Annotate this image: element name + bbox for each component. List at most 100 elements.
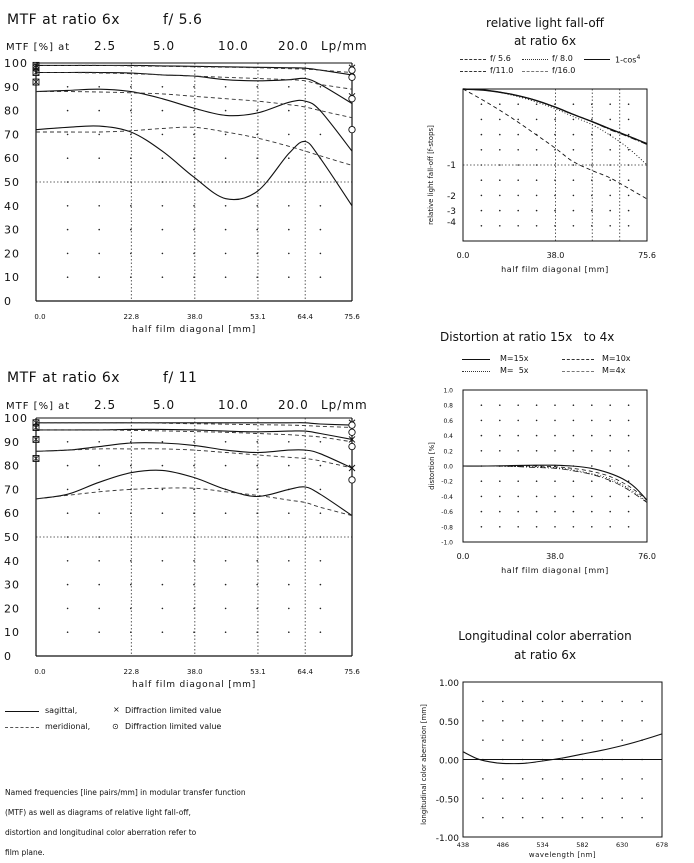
- distortion-grid-dot: [517, 434, 519, 437]
- mtf1-freq-0: 2.5: [94, 39, 117, 53]
- falloff-grid-dot: [572, 133, 575, 136]
- mtf-grid-dot: [288, 464, 290, 467]
- mtf-series-line: [35, 487, 353, 517]
- distortion-grid-dot: [572, 510, 575, 513]
- mtf2-title-text: MTF at ratio 6x: [7, 370, 121, 386]
- mtf-grid-dot: [193, 488, 195, 491]
- mtf-y-tick-label: 20: [4, 602, 20, 615]
- mtf2-freq-3: 20.0: [278, 398, 309, 412]
- mtf-series-line: [35, 126, 353, 166]
- diffraction-marker-o: [348, 428, 356, 436]
- distortion-grid-dot: [572, 434, 575, 437]
- mtf1-chart: 0 10 20 30 40 50 60 70 80 90 100 0.0 22.8 38.0 53.1 64.…: [4, 57, 360, 335]
- mtf-series-line: [35, 469, 353, 517]
- falloff-swatch-dashdot2: [522, 71, 548, 72]
- mtf-grid-dot: [288, 109, 290, 112]
- falloff-grid-dot: [609, 209, 611, 212]
- diffraction-marker-center: [32, 455, 40, 462]
- mtf-grid-dot: [66, 464, 69, 467]
- distortion-x-axis-label: half film diagonal [mm]: [501, 566, 609, 575]
- mtf-grid-dot: [319, 583, 322, 586]
- mtf-y-tick-label: 90: [4, 436, 20, 449]
- diffraction-marker-center: [32, 78, 40, 86]
- falloff-legend-cos: 1-cos4: [615, 54, 640, 65]
- falloff-series-line: [462, 88, 648, 200]
- lca-grid-dot: [601, 816, 604, 819]
- falloff-title-line1: relative light fall-off: [486, 16, 604, 30]
- mtf-grid-dot: [256, 86, 259, 88]
- lca-grid-dot: [581, 739, 584, 741]
- lca-grid-dot: [521, 816, 524, 819]
- mtf-grid-dot: [288, 252, 290, 255]
- lca-grid-dot: [521, 739, 524, 741]
- mtf-y-tick-label: 80: [4, 105, 20, 118]
- falloff-legend-f16: f/16.0: [552, 66, 576, 75]
- mtf-grid-dot: [161, 441, 164, 443]
- distortion-grid-dot: [499, 480, 501, 482]
- diffraction-marker-center: [32, 69, 40, 76]
- lca-grid-dot: [561, 797, 564, 800]
- lca-grid-dot: [561, 739, 564, 741]
- falloff-grid-dot: [480, 194, 483, 197]
- falloff-y-axis-label: relative light fall-off [f-stops]: [427, 125, 435, 225]
- falloff-grid-dot: [627, 133, 630, 136]
- mtf-grid-dot: [288, 607, 290, 610]
- legend-meridional: meridional,: [45, 722, 91, 731]
- lca-grid-dot: [521, 719, 524, 722]
- falloff-swatch-solid: [584, 59, 610, 60]
- legend-meridional-row: meridional, ⊙ Diffraction limited value: [5, 722, 305, 734]
- mtf-grid-dot: [130, 205, 132, 207]
- lca-grid-dot: [621, 778, 623, 780]
- mtf-y-tick-label: 0: [4, 295, 12, 308]
- distortion-grid-dot: [609, 526, 611, 528]
- distortion-grid-dot: [609, 495, 611, 498]
- footnote-line: distortion and longitudinal color aberra…: [5, 828, 197, 837]
- mtf2-aperture: f/ 11: [163, 370, 198, 386]
- distortion-grid-dot: [480, 480, 483, 482]
- distortion-grid-dot: [499, 419, 501, 422]
- lca-grid-dot: [621, 797, 623, 800]
- falloff-chart: -1 -2 -3-4 0.0 38.0 75.6 half film diagonal [m…: [427, 88, 656, 274]
- mtf-y-tick-label: 100: [4, 412, 28, 425]
- lca-title: Longitudinal color aberration at ratio 6…: [430, 627, 660, 665]
- footnote-line: Named frequencies [line pairs/mm] in mod…: [5, 788, 246, 797]
- distortion-grid-dot: [535, 404, 538, 406]
- lca-title-line2: at ratio 6x: [513, 648, 577, 662]
- mtf-y-tick-label: 100: [4, 57, 28, 70]
- legend-diffraction-x: Diffraction limited value: [125, 706, 222, 715]
- mtf-x-tick-label: 22.8: [124, 668, 140, 676]
- diffraction-marker-o: [348, 476, 356, 484]
- mtf-grid-dot: [98, 464, 100, 467]
- falloff-grid-dot: [517, 179, 519, 181]
- mtf-grid-dot: [224, 252, 227, 255]
- mtf-grid-dot: [161, 228, 164, 231]
- mtf-grid-dot: [161, 464, 164, 467]
- distortion-grid-dot: [535, 510, 538, 513]
- falloff-grid-dot: [535, 118, 538, 121]
- distortion-y-tick-label: -1.0: [441, 540, 453, 547]
- distortion-grid-dot: [609, 434, 611, 437]
- mtf-grid-dot: [224, 86, 227, 88]
- distortion-y-tick-label: 0.6: [443, 418, 453, 425]
- falloff-y-tick-label: -4: [447, 218, 456, 228]
- mtf-grid-dot: [224, 583, 227, 586]
- lca-y-axis-label: longitudinal color aberration [mm]: [420, 704, 428, 825]
- mtf-grid-dot: [319, 560, 322, 562]
- mtf-grid-dot: [319, 276, 322, 278]
- lca-grid-dot: [601, 739, 604, 741]
- lca-grid-dot: [641, 719, 643, 722]
- lca-x-tick-label: 678: [656, 841, 668, 849]
- lca-grid-dot: [502, 739, 504, 741]
- mtf-grid-dot: [130, 441, 132, 443]
- falloff-legend-f56: f/ 5.6: [490, 54, 511, 63]
- mtf-grid-dot: [161, 583, 164, 586]
- distortion-grid-dot: [627, 526, 630, 528]
- solid-line-swatch: [5, 711, 39, 712]
- mtf-series-line: [36, 422, 353, 426]
- mtf-grid-dot: [288, 228, 290, 231]
- mtf-series-line: [35, 442, 353, 469]
- lca-grid-dot: [502, 700, 504, 703]
- falloff-grid-dot: [535, 225, 538, 227]
- distortion-grid-dot: [554, 480, 556, 482]
- mtf-grid-dot: [224, 512, 227, 514]
